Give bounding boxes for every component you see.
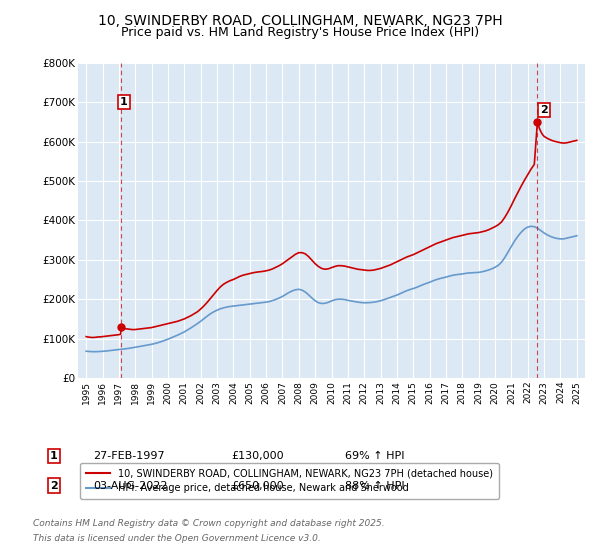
Text: 69% ↑ HPI: 69% ↑ HPI [345, 451, 404, 461]
Text: Price paid vs. HM Land Registry's House Price Index (HPI): Price paid vs. HM Land Registry's House … [121, 26, 479, 39]
Legend: 10, SWINDERBY ROAD, COLLINGHAM, NEWARK, NG23 7PH (detached house), HPI: Average : 10, SWINDERBY ROAD, COLLINGHAM, NEWARK, … [80, 463, 499, 500]
Text: This data is licensed under the Open Government Licence v3.0.: This data is licensed under the Open Gov… [33, 534, 321, 543]
Text: 10, SWINDERBY ROAD, COLLINGHAM, NEWARK, NG23 7PH: 10, SWINDERBY ROAD, COLLINGHAM, NEWARK, … [98, 14, 502, 28]
Text: 2: 2 [50, 480, 58, 491]
Text: 2: 2 [540, 105, 548, 115]
Text: 1: 1 [50, 451, 58, 461]
Text: £130,000: £130,000 [231, 451, 284, 461]
Text: 03-AUG-2022: 03-AUG-2022 [93, 480, 167, 491]
Text: 1: 1 [120, 97, 128, 107]
Text: Contains HM Land Registry data © Crown copyright and database right 2025.: Contains HM Land Registry data © Crown c… [33, 519, 385, 528]
Text: 88% ↑ HPI: 88% ↑ HPI [345, 480, 404, 491]
Text: 27-FEB-1997: 27-FEB-1997 [93, 451, 164, 461]
Text: £650,000: £650,000 [231, 480, 284, 491]
